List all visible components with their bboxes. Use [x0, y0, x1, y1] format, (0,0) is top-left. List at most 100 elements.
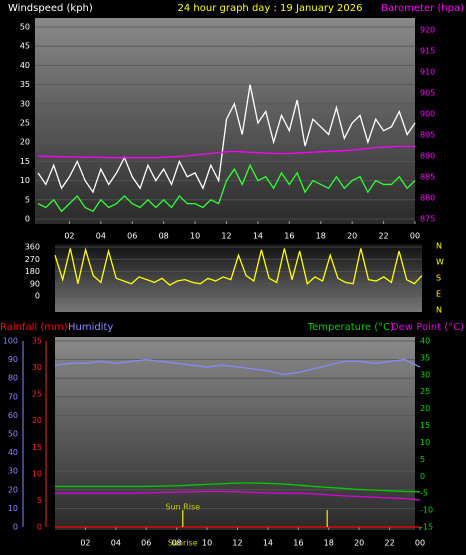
y3-tick-label: 30 — [32, 363, 42, 372]
x-tick-label: 16 — [293, 539, 303, 548]
y2-tick-label: 915 — [420, 47, 435, 56]
y2-tick-label: 875 — [420, 215, 435, 224]
y2-tick-label: 890 — [420, 152, 435, 161]
x-tick-label: 08 — [159, 232, 169, 241]
series-line — [54, 358, 421, 376]
legend-entry: Temperature (°C) — [307, 322, 394, 333]
y2-tick-label: S — [436, 274, 441, 283]
y-tick-label: 180 — [25, 267, 40, 276]
y3-tick-label: 25 — [32, 390, 42, 399]
y2-tick-label: -15 — [420, 523, 433, 532]
y-tick-label: 50 — [20, 23, 30, 32]
x-tick-label: 00 — [410, 232, 420, 241]
y2-tick-label: 40 — [420, 337, 430, 346]
y3-tick-label: 0 — [37, 523, 42, 532]
y2-tick-label: N — [436, 306, 442, 315]
y-tick-label: 25 — [20, 119, 30, 128]
y3-tick-label: 10 — [32, 469, 42, 478]
x-tick-label: 12 — [232, 539, 242, 548]
x-tick-label: 12 — [221, 232, 231, 241]
y2-tick-label: 20 — [420, 404, 430, 413]
x-tick-label: 18 — [324, 539, 334, 548]
y-tick-label: 45 — [20, 42, 30, 51]
y2-tick-label: 10 — [420, 438, 430, 447]
y2-tick-label: 15 — [420, 421, 430, 430]
x-tick-label: 20 — [354, 539, 364, 548]
x-tick-label: 16 — [284, 232, 294, 241]
y3-tick-label: 15 — [32, 443, 42, 452]
series-line — [55, 482, 421, 493]
baro-label: Barometer (hpa) — [381, 3, 464, 14]
wind-label: Windspeed (kph) — [8, 3, 93, 14]
y-tick-label: 90 — [8, 355, 18, 364]
y-tick-label: 50 — [8, 430, 18, 439]
y-tick-label: 0 — [13, 523, 18, 532]
legend-entry: Humidity — [68, 322, 113, 333]
y2-tick-label: 25 — [420, 387, 430, 396]
x-tick-label: 20 — [347, 232, 357, 241]
y2-tick-label: 905 — [420, 89, 435, 98]
y2-tick-label: 920 — [420, 26, 435, 35]
x-tick-label: 00 — [415, 539, 425, 548]
x-tick-label: 04 — [111, 539, 121, 548]
y-tick-label: 100 — [3, 337, 18, 346]
legend-entry: Dew Point (°C) — [391, 322, 464, 333]
y2-tick-label: 885 — [420, 173, 435, 182]
y2-tick-label: N — [436, 242, 442, 251]
series-line — [54, 247, 423, 286]
x-tick-label: 14 — [263, 539, 273, 548]
y3-tick-label: 20 — [32, 416, 42, 425]
y-tick-label: 270 — [25, 255, 40, 264]
legend-entry: Rainfall (mm) — [0, 322, 68, 333]
plot-area — [55, 337, 415, 530]
x-tick-label: 18 — [316, 232, 326, 241]
annotation: Sun Rise — [165, 503, 200, 512]
y-tick-label: 10 — [20, 176, 30, 185]
x-tick-label: 02 — [64, 232, 74, 241]
y-tick-label: 360 — [25, 243, 40, 252]
y-tick-label: 10 — [8, 504, 18, 513]
y2-tick-label: -5 — [420, 489, 428, 498]
x-tick-label: 22 — [384, 539, 394, 548]
y2-tick-label: 5 — [420, 455, 425, 464]
x-tick-label: 14 — [253, 232, 263, 241]
y-tick-label: 90 — [30, 279, 40, 288]
x-tick-label: 08 — [172, 539, 182, 548]
series-line — [37, 145, 415, 159]
x-tick-label: 10 — [202, 539, 212, 548]
x-tick-label: 10 — [190, 232, 200, 241]
y-tick-label: 0 — [25, 215, 30, 224]
x-tick-label: 06 — [127, 232, 137, 241]
y-tick-label: 15 — [20, 157, 30, 166]
y-tick-label: 0 — [35, 292, 40, 301]
y-tick-label: 80 — [8, 374, 18, 383]
x-tick-label: 02 — [80, 539, 90, 548]
y-tick-label: 5 — [25, 195, 30, 204]
y2-tick-label: -10 — [420, 506, 433, 515]
y2-tick-label: 900 — [420, 110, 435, 119]
y2-tick-label: W — [436, 258, 444, 267]
x-tick-label: 06 — [141, 539, 151, 548]
y-tick-label: 60 — [8, 411, 18, 420]
series-line — [37, 163, 416, 213]
y-tick-label: 20 — [8, 485, 18, 494]
y-tick-label: 30 — [20, 99, 30, 108]
y-tick-label: 20 — [20, 138, 30, 147]
x-tick-label: 04 — [96, 232, 106, 241]
series-line — [55, 490, 421, 501]
y2-tick-label: 30 — [420, 370, 430, 379]
y-tick-label: 35 — [20, 80, 30, 89]
y2-tick-label: 0 — [420, 472, 425, 481]
chart-title: 24 hour graph day : 19 January 2026 — [178, 3, 363, 14]
y-tick-label: 70 — [8, 392, 18, 401]
marker-label: Sunrise — [168, 539, 198, 548]
x-tick-label: 22 — [378, 232, 388, 241]
y2-tick-label: 895 — [420, 131, 435, 140]
y-tick-label: 40 — [20, 61, 30, 70]
y2-tick-label: 880 — [420, 194, 435, 203]
series-line — [37, 84, 416, 194]
y2-tick-label: 35 — [420, 353, 430, 362]
y-tick-label: 40 — [8, 448, 18, 457]
plot-area — [35, 18, 415, 224]
